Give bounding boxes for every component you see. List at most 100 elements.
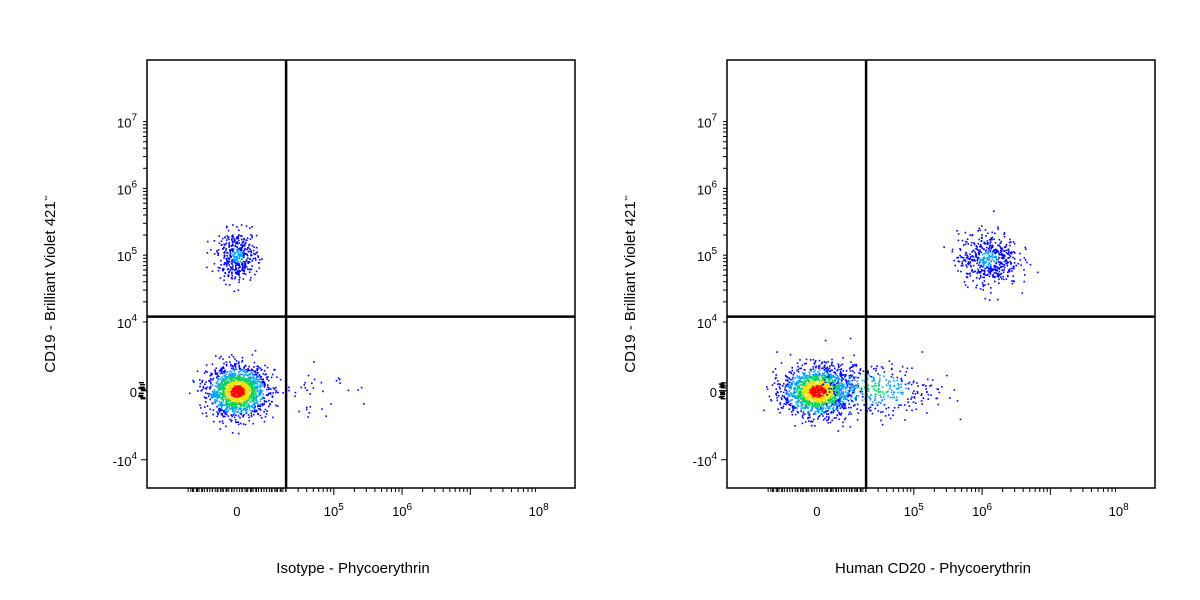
event-dot (995, 250, 998, 252)
event-dot (842, 398, 845, 400)
event-dot (813, 371, 815, 373)
event-dot (798, 399, 800, 402)
event-dot (990, 292, 992, 294)
event-dot (232, 375, 235, 377)
event-dot (798, 387, 800, 389)
event-dot (211, 270, 214, 273)
event-dot (905, 387, 907, 390)
event-dot (823, 406, 825, 409)
event-dot (235, 414, 237, 416)
event-dot (910, 398, 912, 400)
event-dot (811, 384, 814, 386)
event-dot (825, 377, 827, 380)
event-dot (830, 385, 833, 388)
event-dot (780, 398, 783, 401)
event-dot (869, 406, 872, 408)
event-dot (796, 362, 799, 365)
event-dot (823, 386, 826, 388)
event-dot (787, 401, 790, 403)
event-dot (228, 391, 230, 393)
event-dot (219, 372, 222, 375)
event-dot (236, 264, 238, 266)
event-dot (224, 412, 227, 415)
event-dot (215, 355, 217, 357)
event-dot (814, 387, 816, 389)
event-dot (879, 390, 882, 393)
event-dot (790, 386, 792, 389)
event-dot (212, 413, 214, 416)
event-dot (820, 397, 822, 399)
event-dot (833, 382, 836, 385)
event-dot (974, 251, 976, 253)
event-dot (979, 259, 982, 261)
event-dot (226, 265, 228, 267)
event-dot (230, 378, 232, 380)
event-dot (842, 391, 845, 393)
event-dot (222, 358, 224, 360)
event-dot (802, 372, 804, 374)
event-dot (245, 401, 248, 404)
event-dot (827, 373, 829, 375)
event-dot (223, 263, 225, 266)
event-dot (825, 370, 827, 373)
event-dot (788, 371, 791, 373)
event-dot (215, 376, 218, 379)
event-dot (821, 389, 824, 391)
event-dot (222, 394, 224, 396)
event-dot (833, 409, 835, 412)
event-dot (872, 378, 875, 381)
event-dot (766, 386, 768, 388)
event-dot (236, 398, 239, 401)
event-dot (245, 225, 248, 227)
event-dot (227, 262, 230, 264)
event-dot (241, 393, 244, 395)
event-dot (985, 235, 987, 237)
event-dot (227, 415, 230, 417)
event-dot (243, 380, 246, 383)
event-dot (268, 405, 270, 408)
event-dot (964, 254, 967, 256)
event-dot (977, 271, 979, 273)
event-dot (247, 367, 249, 370)
event-dot (888, 360, 891, 362)
event-dot (810, 394, 812, 397)
event-dot (261, 384, 263, 387)
event-dot (973, 258, 976, 261)
event-dot (986, 258, 989, 260)
event-dot (229, 373, 232, 376)
event-dot (812, 366, 815, 368)
event-dot (234, 363, 236, 365)
event-dot (247, 387, 249, 389)
event-dot (222, 422, 224, 425)
event-dot (219, 259, 222, 262)
event-dot (1001, 247, 1003, 250)
event-dot (208, 393, 211, 395)
event-dot (979, 270, 982, 273)
event-dot (828, 380, 830, 382)
event-dot (885, 407, 887, 410)
event-dot (993, 272, 996, 274)
event-dot (793, 387, 796, 390)
event-dot (979, 229, 981, 231)
event-dot (1014, 252, 1016, 254)
event-dot (208, 380, 211, 382)
event-dot (896, 379, 898, 382)
event-dot (804, 384, 806, 386)
event-dot (890, 368, 893, 371)
event-dot (811, 382, 814, 384)
event-dot (253, 370, 255, 373)
event-dot (237, 415, 240, 417)
event-dot (841, 363, 844, 366)
event-dot (347, 389, 350, 392)
event-dot (807, 403, 809, 406)
event-dot (211, 363, 214, 366)
event-dot (204, 397, 207, 400)
event-dot (1012, 265, 1015, 268)
event-dot (874, 398, 876, 400)
event-dot (784, 386, 787, 389)
event-dot (264, 401, 266, 403)
event-dot (979, 276, 982, 279)
event-dot (232, 403, 235, 405)
event-dot (891, 373, 894, 376)
